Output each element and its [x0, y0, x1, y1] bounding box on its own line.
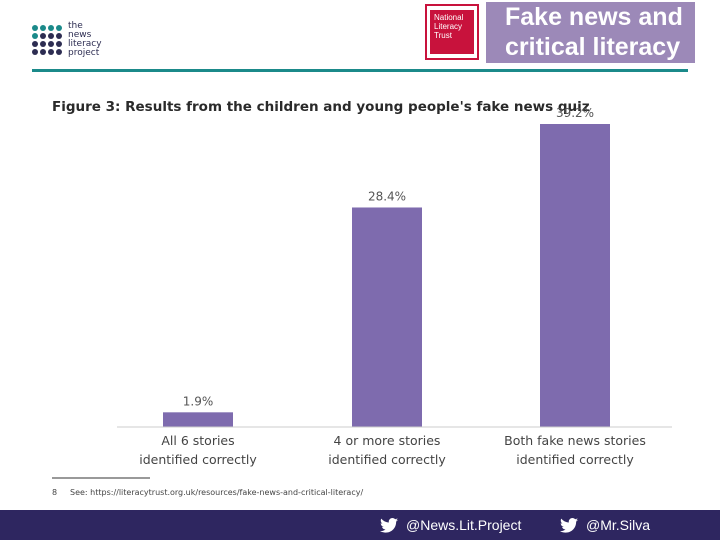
category-labels: 1.9% All 6 stories identified correctly 28.… — [139, 106, 646, 467]
data-label: 39.2% — [556, 106, 594, 120]
logo-dot — [48, 25, 54, 31]
national-literacy-trust-logo: National Literacy Trust — [425, 4, 479, 60]
logo-dot — [56, 25, 62, 31]
twitter-bird-icon — [560, 517, 578, 533]
logo-dot — [40, 49, 46, 55]
category-label: 4 or more stories — [334, 433, 441, 448]
category-label: identified correctly — [328, 452, 446, 467]
footer-bar — [0, 510, 720, 540]
category-label: Both fake news stories — [504, 433, 646, 448]
category-label: identified correctly — [516, 452, 634, 467]
logo-dot — [48, 33, 54, 39]
title-banner: Fake news and critical literacy — [486, 2, 695, 63]
nlt-logo-inner: National Literacy Trust — [430, 10, 474, 54]
logo-dot — [48, 49, 54, 55]
logo-dot — [56, 41, 62, 47]
logo-line: the — [68, 21, 83, 31]
logo-dot — [40, 41, 46, 47]
footnote-number: 8 — [52, 488, 57, 497]
twitter-handle-2[interactable]: @Mr.Silva — [560, 515, 650, 535]
logo-line: project — [68, 48, 100, 58]
banner-line: Fake news and — [505, 3, 683, 31]
nlt-line: Trust — [434, 31, 452, 40]
bars — [163, 124, 610, 427]
logo-dot — [32, 49, 38, 55]
logo-line: news — [68, 30, 92, 40]
logo-dot — [56, 49, 62, 55]
logo-line: literacy — [68, 39, 102, 49]
chart-title: Figure 3: Results from the children and … — [52, 99, 590, 115]
logo-dot — [32, 33, 38, 39]
banner-line: critical literacy — [505, 33, 681, 61]
logo-dot — [40, 25, 46, 31]
data-label: 28.4% — [368, 189, 406, 203]
twitter-handle-1[interactable]: @News.Lit.Project — [380, 515, 521, 535]
header-divider — [32, 69, 688, 72]
logo-dot — [32, 41, 38, 47]
nlt-line: National — [434, 13, 464, 22]
data-label: 1.9% — [183, 394, 214, 408]
handle-text: @News.Lit.Project — [406, 517, 522, 533]
footnote-text: See: https://literacytrust.org.uk/resour… — [70, 488, 363, 497]
bar — [352, 207, 422, 427]
category-label: identified correctly — [139, 452, 257, 467]
logo-dots — [32, 25, 62, 55]
handle-text: @Mr.Silva — [586, 517, 650, 533]
bar — [163, 412, 233, 427]
news-literacy-project-logo: the news literacy project — [32, 22, 102, 58]
logo-dot — [40, 33, 46, 39]
bar-chart: Figure 3: Results from the children and … — [52, 99, 672, 497]
category-label: All 6 stories — [161, 433, 234, 448]
bar — [540, 124, 610, 427]
logo-text: the news literacy project — [68, 22, 102, 58]
logo-dot — [48, 41, 54, 47]
logo-dot — [32, 25, 38, 31]
twitter-bird-icon — [380, 517, 398, 533]
logo-dot — [56, 33, 62, 39]
nlt-line: Literacy — [434, 22, 463, 31]
